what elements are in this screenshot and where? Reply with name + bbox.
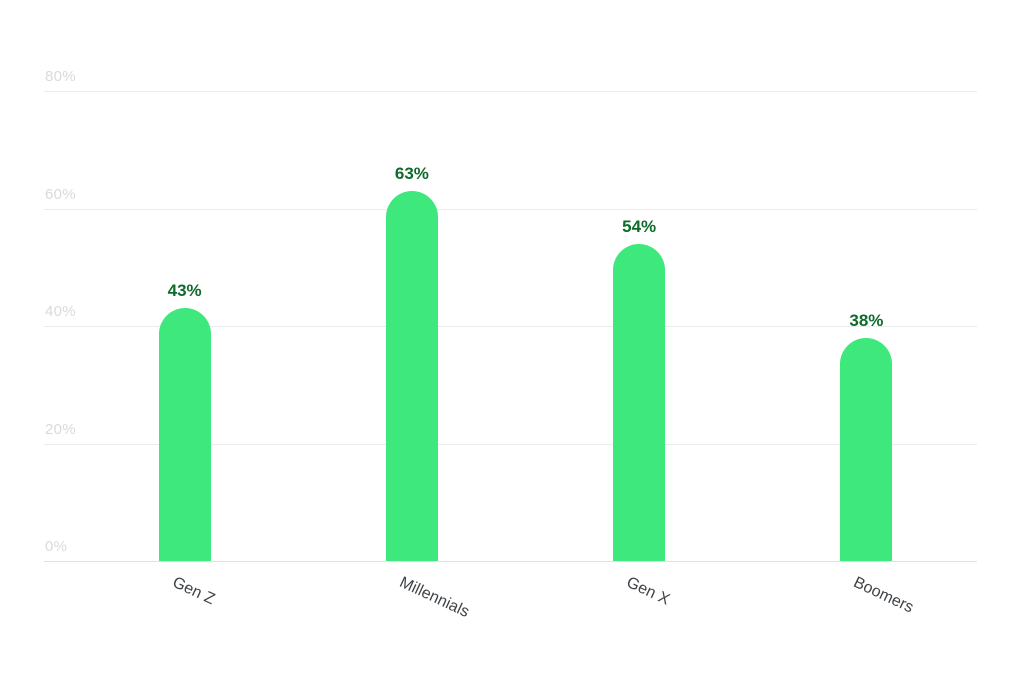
bar-value-label: 43% <box>167 281 202 300</box>
x-axis-label-text: Gen X <box>623 574 673 609</box>
gridline <box>44 444 977 445</box>
x-axis-line <box>44 561 977 562</box>
bar <box>840 338 893 561</box>
gridline <box>44 326 977 327</box>
y-axis-tick-label: 80% <box>45 68 76 85</box>
bar <box>158 308 211 561</box>
x-axis-label: Gen Z <box>169 574 221 608</box>
bar-value-label: 63% <box>394 164 429 183</box>
y-axis-tick-label: 0% <box>45 538 68 555</box>
x-axis-label-text: Millennials <box>396 574 472 621</box>
x-axis-label: Boomers <box>851 574 922 616</box>
gridline <box>44 209 977 210</box>
x-axis-label-text: Boomers <box>851 574 917 617</box>
y-axis-tick-label: 20% <box>45 421 76 438</box>
x-axis-label: Gen X <box>624 574 676 609</box>
y-axis-tick-label: 40% <box>45 303 76 320</box>
y-axis-tick-label: 60% <box>45 186 76 203</box>
bar-value-label: 38% <box>849 311 884 330</box>
bar-value-label: 54% <box>622 217 657 236</box>
bar <box>613 244 666 561</box>
gridline <box>44 91 977 92</box>
x-axis-label-text: Gen Z <box>169 574 217 609</box>
x-axis-label: Millennials <box>397 574 479 621</box>
bar <box>385 191 438 561</box>
